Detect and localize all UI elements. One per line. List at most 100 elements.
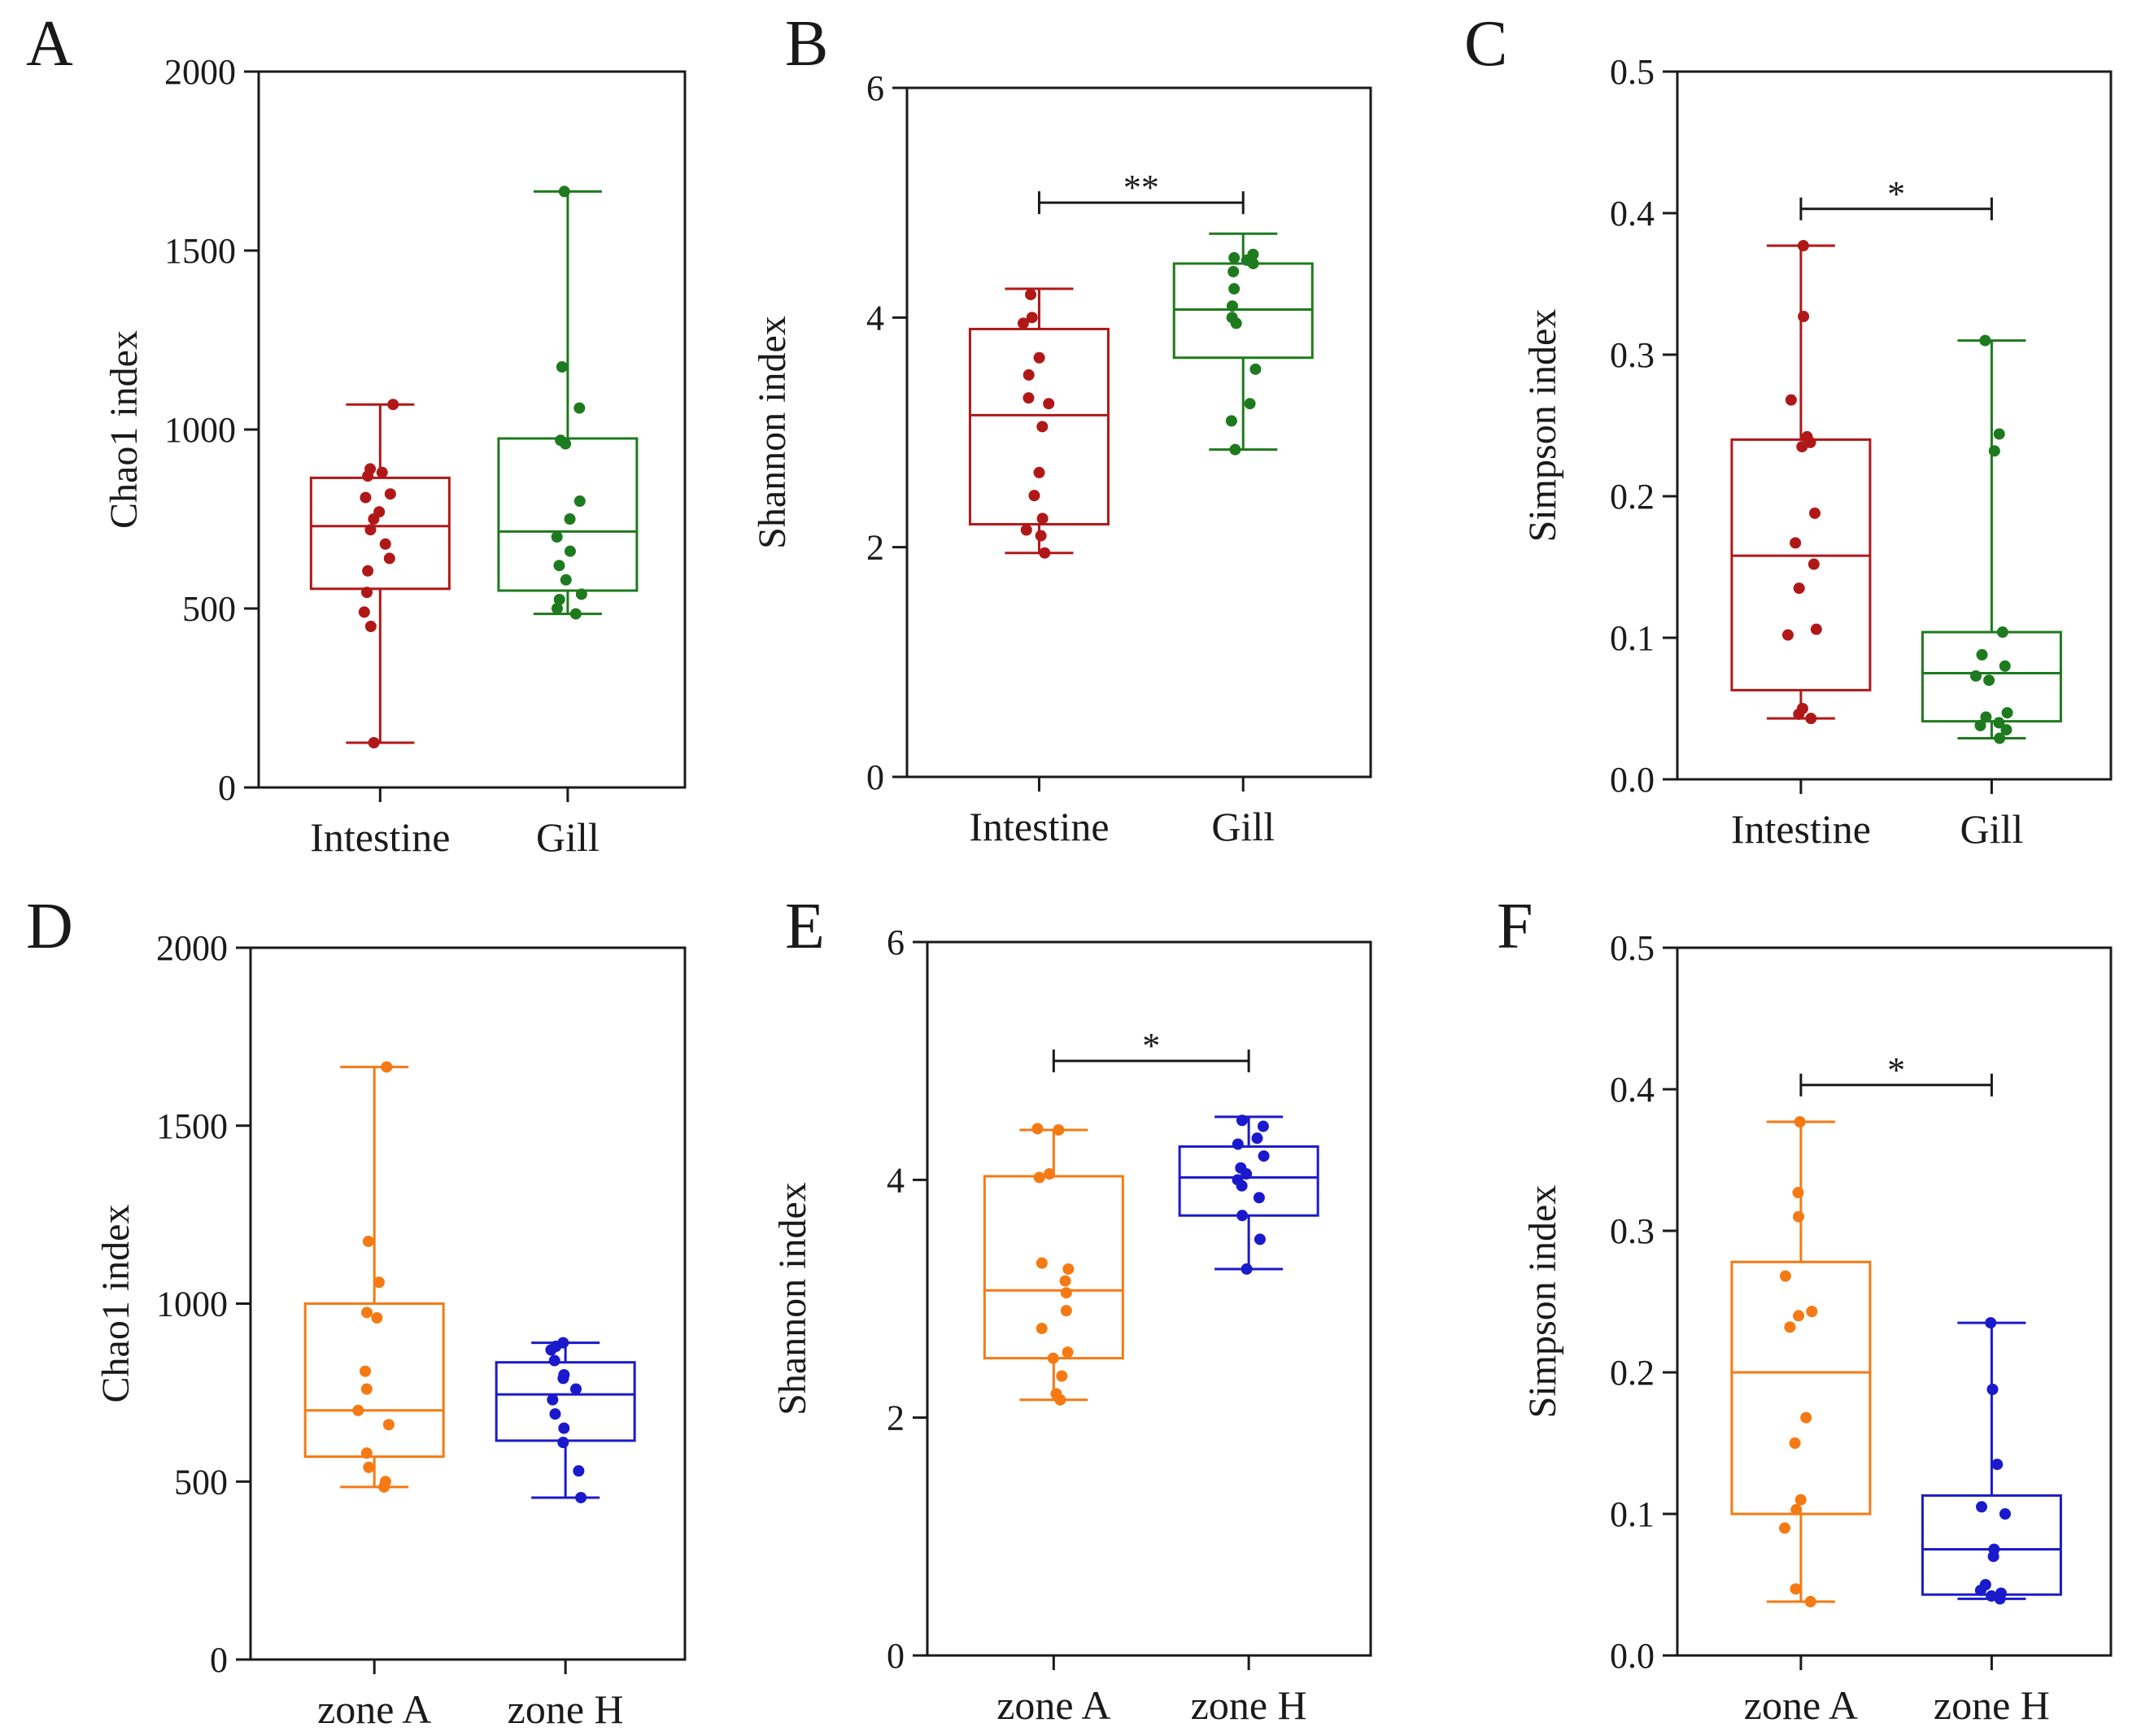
panel-letter: B: [785, 8, 828, 80]
iqr-box: [309, 476, 451, 591]
data-point: [1023, 392, 1035, 404]
data-point: [1028, 490, 1040, 502]
data-point: [1991, 1459, 2004, 1471]
data-point: [1976, 648, 1988, 661]
plot-frame: [1676, 70, 2113, 781]
x-category-label: zone A: [317, 1686, 431, 1732]
data-point: [361, 587, 373, 599]
data-point: [558, 1369, 570, 1381]
data-point: [557, 1337, 569, 1349]
iqr-box: [303, 1302, 445, 1459]
box-zone-h: [1178, 1114, 1319, 1275]
iqr-box: [1178, 1145, 1319, 1217]
data-point: [1790, 1583, 1802, 1595]
data-point: [358, 606, 370, 618]
data-point: [551, 603, 563, 614]
data-point: [1800, 1411, 1812, 1424]
data-point: [575, 1491, 587, 1503]
data-point: [1979, 1579, 1991, 1590]
x-category-label: zone H: [508, 1686, 624, 1732]
data-point: [558, 1422, 570, 1434]
data-point: [1979, 334, 1991, 347]
data-point: [564, 513, 576, 525]
data-point: [1805, 713, 1817, 725]
data-point: [1810, 623, 1822, 635]
y-axis-label: Shannon index: [771, 1182, 814, 1415]
data-point: [1244, 398, 1256, 410]
y-tick-label: 0.1: [1610, 1494, 1655, 1534]
data-point: [1779, 1270, 1791, 1282]
significance-label: *: [1887, 1050, 1905, 1090]
iqr-box: [983, 1175, 1124, 1360]
data-point: [575, 588, 587, 600]
data-point: [379, 538, 391, 550]
y-tick-label: 0.5: [1610, 928, 1655, 968]
y-axis-label: Simpson index: [1521, 309, 1564, 543]
y-tick-label: 0.5: [1610, 52, 1655, 92]
x-category-label: zone H: [1191, 1682, 1307, 1728]
data-point: [1062, 1263, 1075, 1275]
box-zone-a: [303, 1061, 445, 1493]
data-point: [364, 524, 377, 536]
data-point: [1779, 1522, 1791, 1534]
x-category-label: zone H: [1934, 1682, 2050, 1728]
data-point: [1985, 1317, 1997, 1329]
y-tick-label: 6: [887, 923, 905, 962]
y-axis-label: Chao1 index: [102, 330, 146, 529]
data-point: [551, 531, 563, 543]
plot-frame: [926, 940, 1372, 1657]
data-point: [1798, 311, 1810, 323]
data-point: [1241, 1263, 1253, 1275]
data-point: [1988, 445, 2000, 457]
data-point: [1059, 1275, 1071, 1287]
data-point: [360, 1447, 373, 1459]
data-point: [381, 1061, 393, 1073]
y-tick-label: 500: [174, 1462, 228, 1502]
data-point: [1995, 1587, 2007, 1599]
data-point: [1794, 1116, 1806, 1128]
box-gill: [497, 185, 639, 620]
data-point: [1225, 415, 1237, 427]
y-tick-label: 0.0: [1610, 1636, 1655, 1676]
y-tick-label: 1000: [164, 410, 236, 450]
data-point: [1226, 300, 1238, 312]
iqr-box: [1730, 1260, 1872, 1516]
data-point: [1258, 1150, 1270, 1162]
data-point: [1060, 1305, 1072, 1317]
box-zone-h: [495, 1337, 636, 1503]
panel-c: C 0.0 0.1 0.2 0.3 0.4 0.5 Simpson index Intestin…: [1464, 8, 2113, 852]
y-tick-label: 0.3: [1610, 335, 1655, 375]
data-point: [368, 737, 380, 748]
data-point: [1983, 674, 1995, 687]
data-point: [549, 1408, 561, 1420]
data-point: [362, 565, 374, 577]
data-point: [360, 491, 372, 504]
x-category-label: Intestine: [969, 804, 1109, 849]
panel-b: B 0 2 4 6 Shannon index Intestine Gill **: [751, 8, 1372, 849]
data-point: [1249, 363, 1262, 375]
panel-letter: E: [785, 891, 825, 962]
data-point: [1044, 1168, 1056, 1180]
data-point: [1807, 558, 1820, 570]
iqr-box: [1730, 438, 1872, 691]
y-axis-label: Chao1 index: [94, 1205, 137, 1403]
data-point: [1257, 1120, 1269, 1132]
data-point: [1993, 428, 2005, 440]
data-point: [1031, 1123, 1044, 1135]
data-point: [384, 488, 396, 500]
data-point: [1793, 1310, 1805, 1322]
y-axis-label: Shannon index: [751, 316, 794, 549]
x-category-label: Gill: [536, 814, 600, 860]
data-point: [1228, 283, 1241, 295]
data-point: [1999, 1508, 2011, 1520]
data-point: [364, 463, 377, 475]
data-point: [360, 1383, 373, 1395]
data-point: [373, 506, 386, 518]
data-point: [1996, 626, 2008, 639]
data-point: [1809, 507, 1821, 519]
data-point: [1999, 660, 2011, 672]
data-point: [1232, 1174, 1244, 1186]
y-tick-label: 0.0: [1610, 760, 1655, 800]
data-point: [1988, 1543, 2000, 1555]
